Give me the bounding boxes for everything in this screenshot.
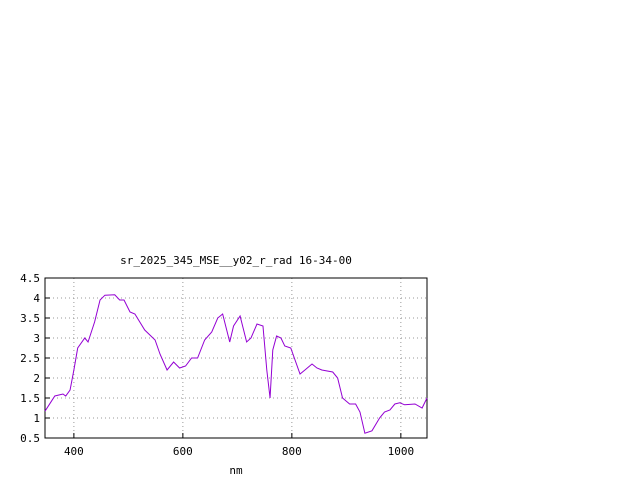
y-tick-label: 2.5 [20,352,40,365]
y-tick-label: 3 [33,332,40,345]
y-tick-label: 4.5 [20,272,40,285]
y-tick-label: 1.5 [20,392,40,405]
y-tick-label: 1 [33,412,40,425]
y-tick-label: 4 [33,292,40,305]
plot-frame [44,277,428,439]
data-line [44,294,428,434]
chart-title: sr_2025_345_MSE__y02_r_rad 16-34-00 [120,254,352,267]
x-tick-label: 1000 [388,445,415,458]
y-tick-label: 2 [33,372,40,385]
x-tick-label: 400 [64,445,84,458]
x-axis-label: nm [229,464,243,477]
y-tick-label: 3.5 [20,312,40,325]
x-tick-label: 600 [173,445,193,458]
x-tick-label: 800 [282,445,302,458]
y-tick-label: 0.5 [20,432,40,445]
